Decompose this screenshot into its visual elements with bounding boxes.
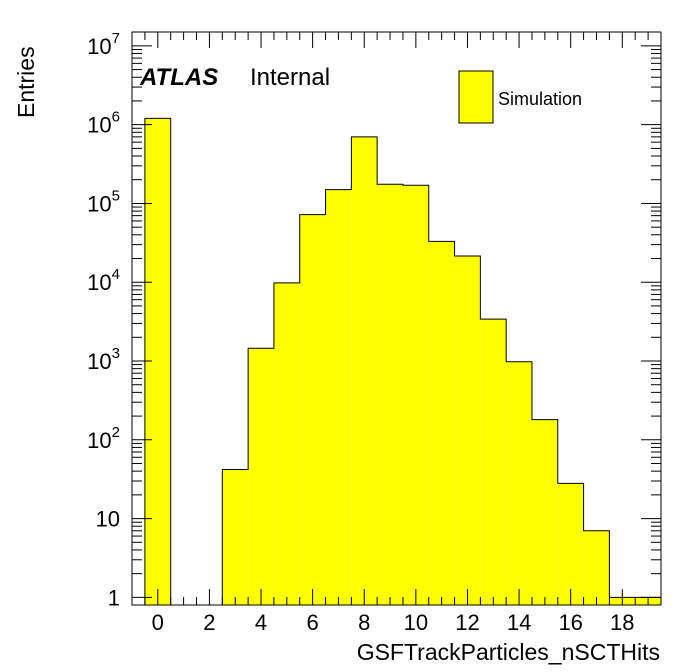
x-axis-label: GSFTrackParticles_nSCTHits <box>357 639 660 665</box>
x-tick-label: 18 <box>610 610 634 635</box>
y-tick-label: 105 <box>87 187 120 216</box>
histogram-bar <box>506 361 532 605</box>
y-tick-label: 10 <box>96 507 120 532</box>
histogram-outline <box>144 117 662 606</box>
x-tick-label: 16 <box>558 610 582 635</box>
tick-labels-group: 0 2 4 6 8 10 12 14 16 18 1 10 102 103 104 105 106 107 <box>87 30 634 635</box>
x-tick-label: 4 <box>255 610 267 635</box>
histogram-bar <box>428 241 455 606</box>
y-tick-label: 102 <box>87 424 120 453</box>
histogram-bar <box>325 189 352 605</box>
x-tick-label: 8 <box>358 610 370 635</box>
histogram-bar <box>583 530 610 605</box>
histogram-bar <box>480 319 507 605</box>
histogram-bar <box>454 256 481 605</box>
histogram-bar <box>402 185 429 606</box>
x-tick-label: 14 <box>507 610 531 635</box>
histogram-bar <box>351 136 378 605</box>
y-tick-label: 1 <box>108 585 120 610</box>
histogram-bar <box>377 184 403 606</box>
ticks-group <box>131 32 662 605</box>
y-axis-label: Entries <box>13 46 39 118</box>
histogram-bar <box>144 118 171 605</box>
x-tick-label: 2 <box>203 610 215 635</box>
x-tick-label: 12 <box>455 610 479 635</box>
histogram-bar <box>273 282 300 605</box>
y-tick-label: 104 <box>87 266 120 295</box>
histogram-bar <box>248 348 274 605</box>
y-tick-label: 103 <box>87 345 120 374</box>
histogram-bar <box>531 419 558 605</box>
histogram-bar <box>299 214 326 606</box>
plot-frame <box>131 31 662 606</box>
legend-label: Simulation <box>498 89 582 109</box>
y-tick-label: 107 <box>87 30 120 59</box>
histogram-bar <box>557 483 584 605</box>
x-tick-label: 6 <box>307 610 319 635</box>
bars-group <box>144 117 662 606</box>
x-tick-label: 0 <box>152 610 164 635</box>
histogram-bar <box>222 469 249 605</box>
x-tick-label: 10 <box>404 610 428 635</box>
atlas-label: ATLAS <box>139 64 218 91</box>
legend-swatch <box>458 70 494 124</box>
internal-label: Internal <box>250 64 330 91</box>
y-tick-label: 106 <box>87 109 120 138</box>
